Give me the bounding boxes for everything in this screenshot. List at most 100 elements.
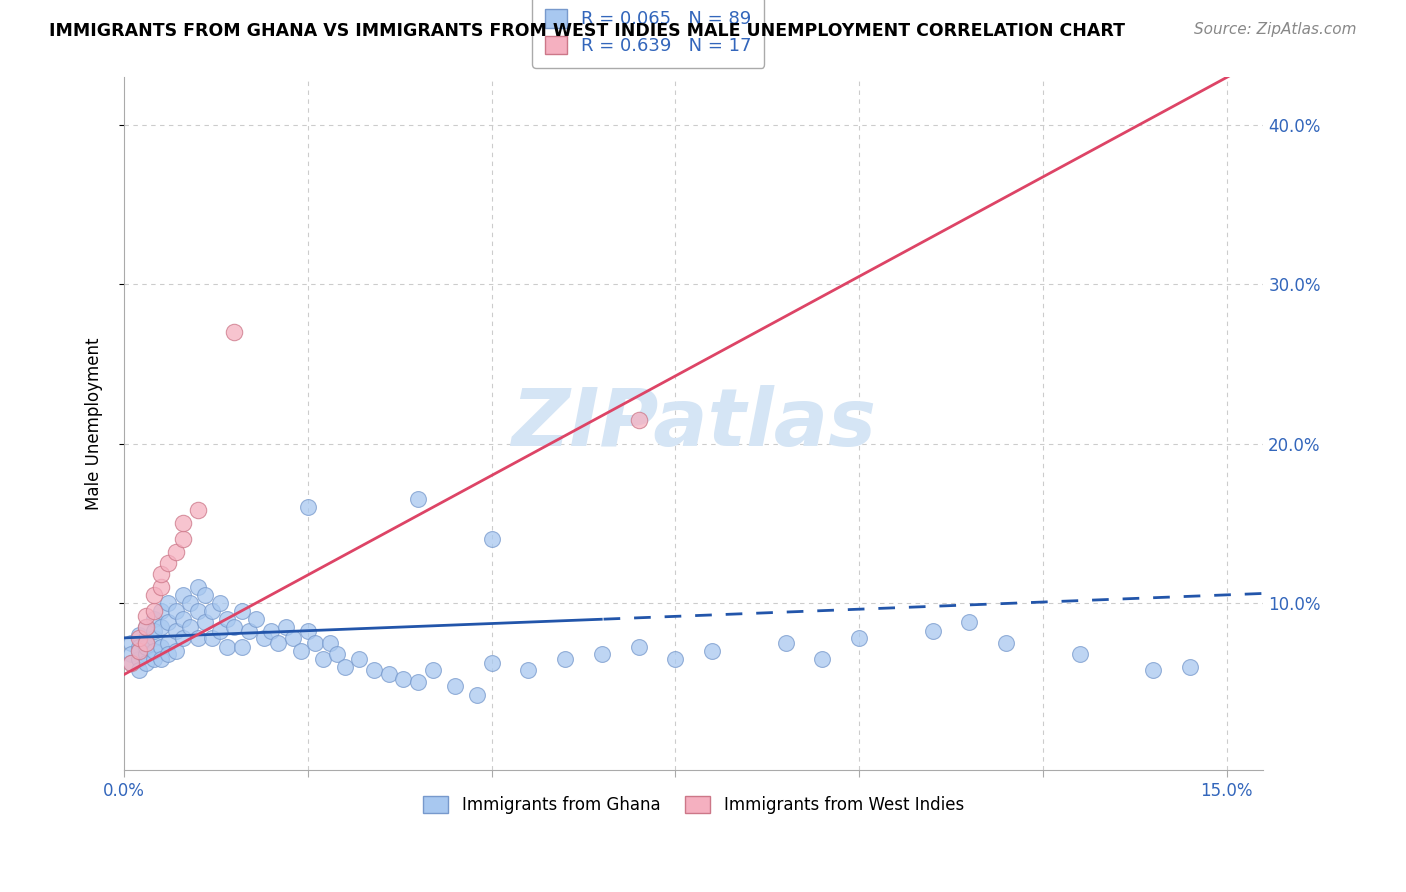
Point: [333, 659, 356, 673]
Point: [172, 588, 194, 602]
Point: [135, 631, 157, 645]
Point: [142, 651, 165, 665]
Point: [187, 631, 209, 645]
Point: [194, 588, 217, 602]
Point: [290, 643, 312, 657]
Point: [165, 545, 187, 559]
Point: [142, 588, 165, 602]
Point: [135, 657, 157, 671]
Point: [481, 657, 503, 671]
Point: [194, 615, 217, 629]
Point: [128, 628, 150, 642]
Point: [848, 631, 870, 645]
Point: [135, 620, 157, 634]
Point: [700, 643, 723, 657]
Point: [187, 604, 209, 618]
Point: [179, 620, 201, 634]
Point: [187, 503, 209, 517]
Point: [165, 643, 187, 657]
Point: [142, 631, 165, 645]
Point: [267, 635, 290, 649]
Point: [775, 635, 797, 649]
Point: [319, 635, 342, 649]
Point: [811, 651, 834, 665]
Point: [157, 635, 180, 649]
Point: [135, 608, 157, 623]
Point: [149, 567, 172, 582]
Point: [121, 657, 143, 671]
Point: [215, 612, 238, 626]
Point: [157, 647, 180, 661]
Point: [304, 635, 326, 649]
Point: [664, 651, 686, 665]
Point: [201, 604, 224, 618]
Point: [142, 643, 165, 657]
Point: [253, 631, 276, 645]
Point: [283, 631, 305, 645]
Point: [995, 635, 1018, 649]
Point: [392, 672, 415, 686]
Point: [627, 640, 650, 655]
Point: [260, 624, 283, 639]
Point: [128, 640, 150, 655]
Text: Source: ZipAtlas.com: Source: ZipAtlas.com: [1194, 22, 1357, 37]
Point: [142, 624, 165, 639]
Point: [157, 615, 180, 629]
Point: [172, 612, 194, 626]
Point: [215, 640, 238, 655]
Point: [921, 624, 943, 639]
Point: [135, 620, 157, 634]
Point: [187, 580, 209, 594]
Point: [363, 663, 385, 677]
Point: [481, 532, 503, 546]
Point: [297, 624, 319, 639]
Point: [135, 647, 157, 661]
Point: [135, 640, 157, 655]
Point: [326, 647, 349, 661]
Legend: Immigrants from Ghana, Immigrants from West Indies: Immigrants from Ghana, Immigrants from W…: [413, 786, 974, 824]
Point: [517, 663, 540, 677]
Point: [231, 604, 253, 618]
Point: [297, 500, 319, 515]
Point: [238, 624, 260, 639]
Text: IMMIGRANTS FROM GHANA VS IMMIGRANTS FROM WEST INDIES MALE UNEMPLOYMENT CORRELATI: IMMIGRANTS FROM GHANA VS IMMIGRANTS FROM…: [49, 22, 1125, 40]
Point: [627, 413, 650, 427]
Point: [377, 667, 399, 681]
Point: [224, 325, 246, 339]
Point: [157, 556, 180, 570]
Point: [149, 580, 172, 594]
Point: [121, 657, 143, 671]
Point: [149, 651, 172, 665]
Point: [128, 643, 150, 657]
Point: [224, 620, 246, 634]
Point: [406, 492, 429, 507]
Point: [406, 675, 429, 690]
Point: [128, 631, 150, 645]
Point: [1142, 663, 1164, 677]
Point: [121, 647, 143, 661]
Point: [149, 640, 172, 655]
Point: [172, 516, 194, 531]
Point: [1069, 647, 1091, 661]
Point: [128, 663, 150, 677]
Point: [172, 532, 194, 546]
Point: [957, 615, 980, 629]
Point: [135, 635, 157, 649]
Point: [165, 604, 187, 618]
Point: [149, 620, 172, 634]
Y-axis label: Male Unemployment: Male Unemployment: [86, 337, 103, 510]
Point: [142, 604, 165, 618]
Point: [165, 624, 187, 639]
Point: [554, 651, 576, 665]
Point: [149, 604, 172, 618]
Point: [1178, 659, 1201, 673]
Point: [208, 596, 231, 610]
Point: [201, 631, 224, 645]
Point: [128, 643, 150, 657]
Point: [274, 620, 297, 634]
Point: [444, 679, 467, 693]
Point: [349, 651, 371, 665]
Point: [142, 612, 165, 626]
Point: [591, 647, 613, 661]
Point: [121, 635, 143, 649]
